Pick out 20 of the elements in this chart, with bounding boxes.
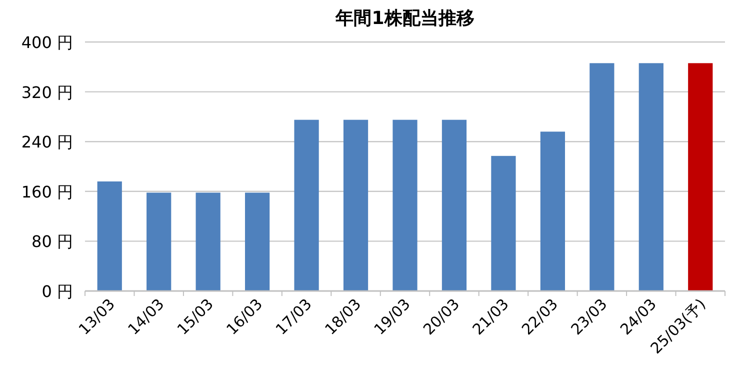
bar — [97, 181, 122, 291]
bar — [392, 120, 418, 291]
bar — [638, 63, 664, 291]
y-tick-label: 80 円 — [32, 232, 73, 252]
bar — [590, 63, 614, 291]
y-tick-label: 320 円 — [21, 82, 73, 102]
bar — [540, 132, 565, 291]
bar — [491, 156, 516, 291]
y-tick-label: 240 円 — [21, 132, 73, 152]
bar — [196, 192, 220, 291]
y-tick-label: 160 円 — [21, 182, 73, 202]
bar — [688, 63, 713, 291]
bar — [245, 192, 270, 291]
y-tick-label: 400 円 — [21, 33, 73, 52]
bar — [343, 120, 368, 291]
y-tick-label: 0 円 — [42, 282, 73, 301]
bar — [146, 192, 172, 291]
bar — [294, 120, 319, 291]
bar — [442, 120, 467, 291]
chart-title: 年間1株配当推移 — [334, 8, 474, 29]
